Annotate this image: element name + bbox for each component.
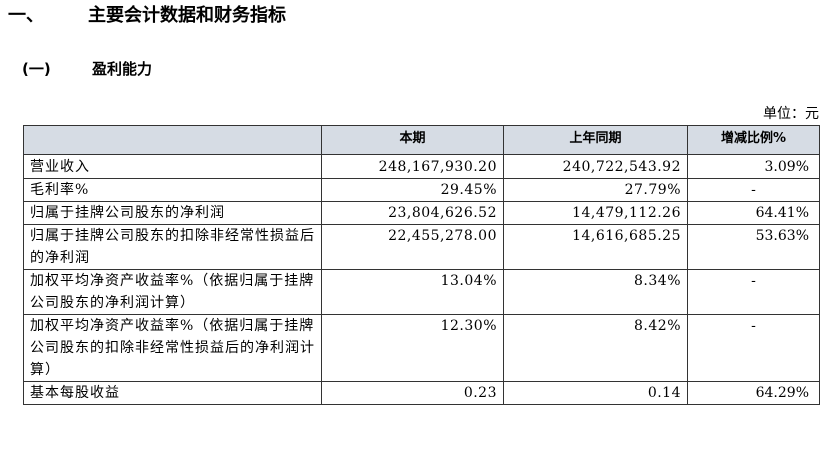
change-value: 64.41% (687, 201, 820, 225)
header-prior-period: 上年同期 (503, 125, 688, 155)
table-header-row: 本期 上年同期 增减比例% (23, 125, 820, 155)
row-label: 归属于挂牌公司股东的扣除非经常性损益后的净利润 (23, 224, 322, 270)
table-row: 加权平均净资产收益率%（依据归属于挂牌公司股东的净利润计算） 13.04% 8.… (23, 269, 820, 315)
unit-label: 单位：元 (763, 106, 819, 122)
current-value: 248,167,930.20 (321, 154, 504, 179)
table-row: 归属于挂牌公司股东的净利润 23,804,626.52 14,479,112.2… (23, 201, 820, 225)
table-row: 毛利率% 29.45% 27.79% - (23, 178, 820, 202)
header-item (23, 125, 322, 155)
change-value: 3.09% (687, 154, 820, 179)
row-label: 毛利率% (23, 178, 322, 202)
row-label: 加权平均净资产收益率%（依据归属于挂牌公司股东的净利润计算） (23, 269, 322, 315)
table-row: 基本每股收益 0.23 0.14 64.29% (23, 381, 820, 405)
section-title: 主要会计数据和财务指标 (88, 5, 286, 26)
table-row: 营业收入 248,167,930.20 240,722,543.92 3.09% (23, 154, 820, 179)
row-label: 营业收入 (23, 154, 322, 179)
previous-value: 27.79% (503, 178, 688, 202)
section-number: 一、 (8, 5, 44, 26)
section-heading: 一、 主要会计数据和财务指标 (8, 4, 286, 28)
previous-value: 14,616,685.25 (503, 224, 688, 270)
current-value: 12.30% (321, 314, 504, 382)
header-current-period: 本期 (321, 125, 504, 155)
change-value: - (687, 314, 820, 382)
change-value: - (687, 178, 820, 202)
current-value: 22,455,278.00 (321, 224, 504, 270)
previous-value: 14,479,112.26 (503, 201, 688, 225)
current-value: 0.23 (321, 381, 504, 405)
table-row: 加权平均净资产收益率%（依据归属于挂牌公司股东的扣除非经常性损益后的净利润计算）… (23, 314, 820, 382)
subsection-heading: (一) 盈利能力 (22, 58, 152, 80)
row-label: 归属于挂牌公司股东的净利润 (23, 201, 322, 225)
change-value: - (687, 269, 820, 315)
current-value: 23,804,626.52 (321, 201, 504, 225)
row-label: 基本每股收益 (23, 381, 322, 405)
current-value: 13.04% (321, 269, 504, 315)
previous-value: 8.34% (503, 269, 688, 315)
change-value: 53.63% (687, 224, 820, 270)
current-value: 29.45% (321, 178, 504, 202)
profitability-table: 本期 上年同期 增减比例% 营业收入 248,167,930.20 240,72… (23, 125, 820, 405)
row-label: 加权平均净资产收益率%（依据归属于挂牌公司股东的扣除非经常性损益后的净利润计算） (23, 314, 322, 382)
subsection-title: 盈利能力 (92, 60, 153, 78)
table-row: 归属于挂牌公司股东的扣除非经常性损益后的净利润 22,455,278.00 14… (23, 224, 820, 270)
subsection-number: (一) (22, 60, 51, 78)
previous-value: 240,722,543.92 (503, 154, 688, 179)
change-value: 64.29% (687, 381, 820, 405)
previous-value: 0.14 (503, 381, 688, 405)
header-change-percent: 增减比例% (687, 125, 820, 155)
previous-value: 8.42% (503, 314, 688, 382)
